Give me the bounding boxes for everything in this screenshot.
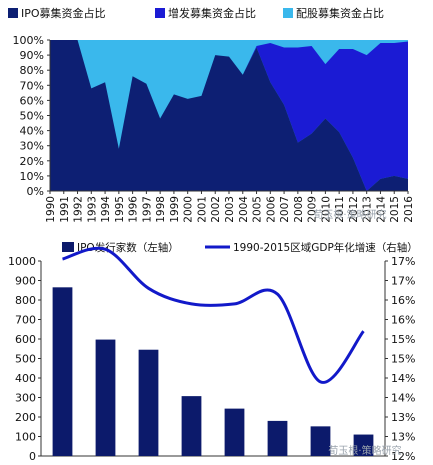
y-tick-label: 100% (13, 34, 44, 47)
x-tick-label: 2011 (334, 196, 346, 223)
x-tick-label: 1990 (45, 196, 57, 223)
bar-c1 (52, 287, 73, 456)
y-left-tick-label: 300 (15, 392, 36, 405)
y-tick-label: 80% (20, 64, 44, 77)
y-right-tick-label: 16% (391, 314, 415, 327)
x-tick-label: 1991 (59, 196, 71, 223)
area-additional-offering (50, 40, 408, 191)
y-tick-label: 40% (20, 125, 44, 138)
y-left-tick-label: 800 (15, 294, 36, 307)
y-left-tick-label: 900 (15, 275, 36, 288)
y-tick-label: 20% (20, 155, 44, 168)
legend-swatch (155, 8, 165, 18)
y-right-tick-label: 17% (391, 255, 415, 268)
x-tick-label: 2015 (389, 196, 401, 223)
fund-raising-share-chart: IPO募集资金占比 增发募集资金占比 配股募集资金占比 0% 10% 20% 30% 40% 5… (0, 0, 433, 228)
y-right-tick-label: 15% (391, 353, 415, 366)
x-tick-label: 1995 (114, 196, 126, 223)
legend-item-line: 1990-2015区域GDP年化增速（右轴） (205, 241, 418, 254)
legend-item-2: 增发募集资金占比 (155, 6, 256, 20)
legend-item-1: IPO募集资金占比 (8, 6, 106, 20)
legend-label: 配股募集资金占比 (296, 6, 384, 20)
chart-separator (0, 228, 433, 236)
legend-swatch (62, 242, 74, 252)
legend-swatch (283, 8, 293, 18)
bar-c8 (353, 434, 374, 456)
y-left-tick-label: 0 (29, 450, 36, 461)
x-tick-label: 2010 (320, 196, 332, 223)
y-tick-label: 70% (20, 79, 44, 92)
legend-item-bars: IPO发行家数（左轴） (62, 241, 179, 254)
y-right-tick-label: 13% (391, 431, 415, 444)
y-right-tick-label: 15% (391, 333, 415, 346)
x-tick-label: 2007 (279, 196, 291, 223)
legend-label: 增发募集资金占比 (168, 6, 256, 20)
y-left-tick-label: 400 (15, 372, 36, 385)
x-tick-label: 2006 (265, 196, 277, 223)
y-tick-label: 90% (20, 49, 44, 62)
x-tick-label: 2012 (348, 196, 360, 223)
legend-label: IPO募集资金占比 (21, 6, 106, 20)
fund-raising-share-svg: IPO募集资金占比 增发募集资金占比 配股募集资金占比 0% 10% 20% 30% 40% 5… (8, 6, 415, 223)
watermark-top: 荀玉根·策略研究 (313, 208, 386, 221)
bar-c5 (224, 408, 245, 456)
y-left-tick-label: 1000 (8, 255, 36, 268)
bar-c3 (138, 349, 159, 456)
y-left-tick-label: 100 (15, 431, 36, 444)
x-tick-label: 2003 (224, 196, 236, 223)
y-right-tick-label: 12% (391, 450, 415, 461)
y-right-tick-label: 14% (391, 392, 415, 405)
x-tick-label: 2016 (403, 196, 415, 223)
y-right-tick-label: 13% (391, 411, 415, 424)
x-tick-label: 1996 (128, 196, 140, 223)
x-tick-label: 1998 (155, 196, 167, 223)
watermark-bottom: 荀玉根·策略研究 (328, 444, 401, 457)
y-right-tick-label: 16% (391, 294, 415, 307)
x-tick-label: 2009 (307, 196, 319, 223)
x-tick-label: 1993 (86, 196, 98, 223)
y-tick-label: 50% (20, 110, 44, 123)
x-tick-label: 2013 (362, 196, 374, 223)
x-tick-label: 2004 (238, 196, 250, 223)
legend-label: 1990-2015区域GDP年化增速（右轴） (233, 241, 418, 254)
x-tick-label: 2005 (252, 196, 264, 223)
x-tick-label: 2014 (375, 196, 387, 223)
y-tick-label: 60% (20, 94, 44, 107)
y-tick-label: 30% (20, 140, 44, 153)
x-tick-label: 2001 (196, 196, 208, 223)
legend-swatch (8, 8, 18, 18)
area-ipo (50, 40, 408, 191)
y-tick-label: 10% (20, 170, 44, 183)
bar-c7 (310, 426, 331, 456)
ipo-count-gdp-chart: IPO发行家数（左轴） 1990-2015区域GDP年化增速（右轴） 0 100 200… (0, 236, 433, 463)
x-tick-label: 2008 (293, 196, 305, 223)
y-left-tick-label: 500 (15, 353, 36, 366)
x-tick-label: 1997 (141, 196, 153, 223)
bar-c4 (181, 396, 202, 456)
legend-item-3: 配股募集资金占比 (283, 6, 384, 20)
x-tick-label: 2000 (183, 196, 195, 223)
x-tick-label: 2002 (210, 196, 222, 223)
gdp-growth-line (62, 246, 365, 384)
x-tick-label: 1999 (169, 196, 181, 223)
y-right-tick-label: 14% (391, 372, 415, 385)
y-left-tick-label: 700 (15, 314, 36, 327)
x-tick-label: 1992 (73, 196, 85, 223)
bar-c2 (95, 339, 116, 456)
y-right-tick-label: 17% (391, 275, 415, 288)
y-tick-label: 0% (27, 185, 44, 198)
x-tick-label: 1994 (100, 196, 112, 223)
y-left-tick-label: 200 (15, 411, 36, 424)
ipo-count-gdp-svg: IPO发行家数（左轴） 1990-2015区域GDP年化增速（右轴） 0 100 200… (8, 241, 418, 463)
y-left-tick-label: 600 (15, 333, 36, 346)
bar-c6 (267, 420, 288, 456)
legend-label: IPO发行家数（左轴） (77, 241, 179, 254)
